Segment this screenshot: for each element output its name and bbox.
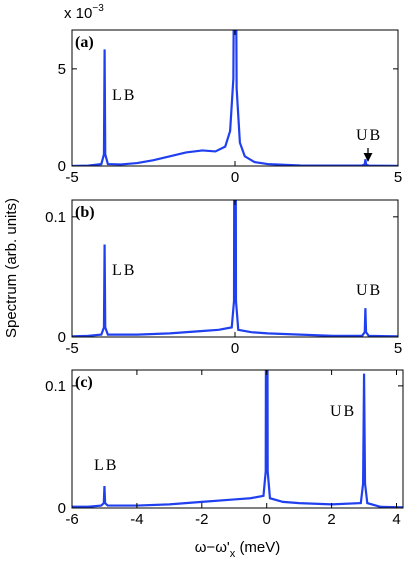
y-tick-label: 0.1: [45, 209, 66, 226]
x-tick-label: -4: [130, 511, 143, 528]
x-tick-label: 5: [394, 169, 402, 186]
x-tick-label: 4: [392, 511, 400, 528]
x-tick-label: 0: [231, 340, 239, 357]
x-axis-label: ω−ω'x (meV): [195, 539, 281, 560]
y-multiplier-base: x 10: [64, 5, 92, 22]
spectrum-line: [72, 370, 403, 508]
x-tick-label: -5: [65, 340, 78, 357]
panel-label: (b): [75, 204, 95, 221]
x-label-sub: x: [230, 548, 236, 560]
x-tick-label: -2: [195, 511, 208, 528]
x-tick-label: 5: [394, 340, 402, 357]
x-tick-label: -6: [65, 511, 78, 528]
y-tick-label: 0: [58, 158, 66, 175]
peak-label: LB: [94, 457, 118, 474]
axes-box: [71, 369, 404, 509]
y-tick-label: 0: [58, 329, 66, 346]
y-tick-label: 0: [58, 500, 66, 517]
x-label-main: ω−ω': [195, 539, 230, 556]
spectrum-line: [72, 30, 398, 166]
peak-label: UB: [356, 282, 382, 299]
peak-label: UB: [356, 127, 382, 144]
y-multiplier: x 10−3: [64, 3, 104, 22]
y-tick-label: 0.1: [45, 378, 66, 395]
panel-label: (a): [75, 34, 94, 51]
peak-label: LB: [112, 87, 136, 104]
x-label-unit: (meV): [239, 539, 280, 556]
x-tick-label: 0: [231, 169, 239, 186]
peak-label: UB: [330, 403, 356, 420]
panel-label: (c): [75, 374, 93, 391]
y-multiplier-exp: −3: [92, 3, 104, 14]
peak-label: LB: [112, 262, 136, 279]
x-tick-label: -5: [65, 169, 78, 186]
x-tick-label: 0: [263, 511, 271, 528]
y-tick-label: 5: [58, 61, 66, 78]
x-tick-label: 2: [327, 511, 335, 528]
y-axis-label: Spectrum (arb. units): [3, 198, 20, 338]
spectrum-line: [72, 200, 398, 337]
